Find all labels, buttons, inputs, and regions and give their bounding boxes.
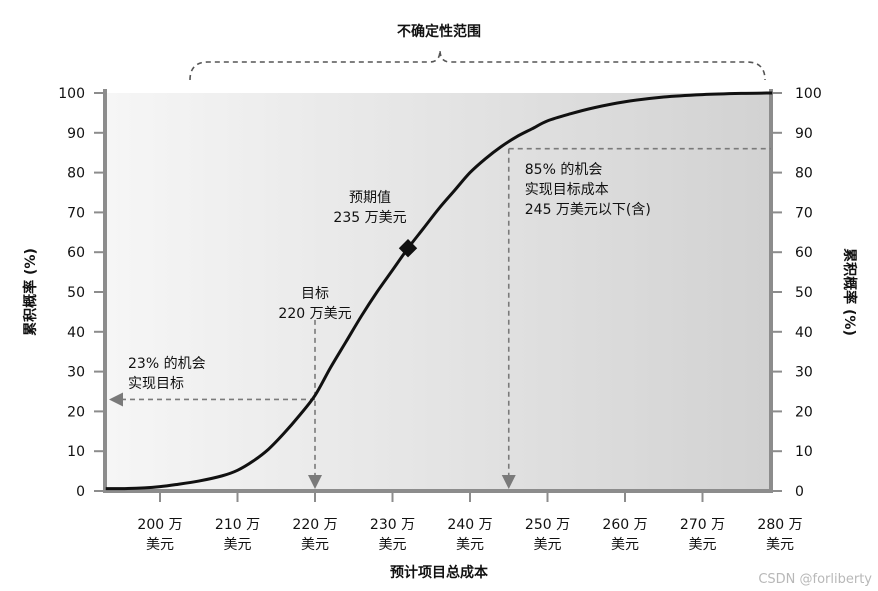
expected-value-marker <box>398 239 418 258</box>
annotation-chance23-line1: 23% 的机会 <box>128 356 206 372</box>
guide-245-arrowhead <box>501 475 516 489</box>
annotation-chance-23: 23% 的机会 实现目标 <box>128 356 206 392</box>
x-tick-label: 200 万 <box>137 517 182 533</box>
y-tick-right-label: 60 <box>795 245 813 261</box>
cumulative-s-curve <box>105 91 773 491</box>
annotation-chance85-line3: 245 万美元以下(含) <box>525 202 651 218</box>
annotation-chance85-line1: 85% 的机会 <box>525 162 603 178</box>
annotation-target-line1: 目标 <box>301 286 329 302</box>
y-tick-right-label: 50 <box>795 285 813 301</box>
axes <box>103 89 773 493</box>
x-tick-unit: 美元 <box>224 537 252 553</box>
y-tick-left-label: 100 <box>58 86 85 102</box>
annotation-expected-line2: 235 万美元 <box>333 210 406 226</box>
y-tick-right-label: 10 <box>795 444 813 460</box>
x-tick-label: 220 万 <box>292 517 337 533</box>
y-axis-right-title: 累积概率 (%) <box>841 248 858 336</box>
x-tick-label: 280 万 <box>757 517 802 533</box>
guide-target-arrowhead <box>308 475 322 489</box>
x-tick-label: 250 万 <box>525 517 570 533</box>
y-tick-right-label: 30 <box>795 365 813 381</box>
y-tick-right-label: 80 <box>795 166 813 182</box>
watermark: CSDN @forliberty <box>758 572 872 587</box>
y-tick-right-label: 20 <box>795 404 813 420</box>
x-tick-label: 210 万 <box>215 517 260 533</box>
y-tick-left-label: 90 <box>67 126 85 142</box>
annotation-chance85-line2: 实现目标成本 <box>525 182 609 198</box>
uncertainty-range-brace <box>189 49 766 81</box>
x-tick-unit: 美元 <box>689 537 717 553</box>
x-tick-unit: 美元 <box>534 537 562 553</box>
plot-area <box>105 93 771 491</box>
annotation-chance23-line2: 实现目标 <box>128 376 184 392</box>
annotation-target-line2: 220 万美元 <box>278 306 351 322</box>
x-axis-title: 预计项目总成本 <box>390 564 489 581</box>
y-tick-left-label: 70 <box>67 205 85 221</box>
x-tick-unit: 美元 <box>766 537 794 553</box>
y-tick-left-label: 40 <box>67 325 85 341</box>
y-tick-left-label: 20 <box>67 404 85 420</box>
y-tick-left-label: 80 <box>67 166 85 182</box>
dashed-guide-lines <box>109 147 771 489</box>
y-tick-left-label: 30 <box>67 365 85 381</box>
y-tick-right-label: 90 <box>795 126 813 142</box>
annotation-target: 目标 220 万美元 <box>278 286 351 322</box>
x-tick-unit: 美元 <box>379 537 407 553</box>
y-tick-right-label: 100 <box>795 86 822 102</box>
y-tick-left-label: 0 <box>76 484 85 500</box>
y-tick-left-label: 50 <box>67 285 85 301</box>
y-axis-left-ticks: 0 10 20 30 40 50 60 70 80 90 100 <box>58 86 104 500</box>
x-axis-ticks: 200 万美元 210 万美元 220 万美元 230 万美元 240 万美元 250 万… <box>137 491 803 553</box>
y-axis-left-title: 累积概率 (%) <box>22 248 39 336</box>
guide-23-arrowhead <box>109 392 123 407</box>
chart-title: 不确定性范围 <box>397 23 481 40</box>
x-tick-label: 270 万 <box>680 517 725 533</box>
x-tick-label: 230 万 <box>370 517 415 533</box>
x-tick-unit: 美元 <box>611 537 639 553</box>
annotation-expected: 预期值 235 万美元 <box>333 190 406 226</box>
x-tick-label: 240 万 <box>447 517 492 533</box>
annotation-chance-85: 85% 的机会 实现目标成本 245 万美元以下(含) <box>525 162 651 218</box>
y-tick-left-label: 10 <box>67 444 85 460</box>
y-axis-right-ticks: 0 10 20 30 40 50 60 70 80 90 100 <box>772 86 822 500</box>
y-tick-right-label: 40 <box>795 325 813 341</box>
y-tick-right-label: 70 <box>795 205 813 221</box>
x-tick-unit: 美元 <box>456 537 484 553</box>
x-tick-label: 260 万 <box>602 517 647 533</box>
x-tick-unit: 美元 <box>301 537 329 553</box>
annotation-expected-line1: 预期值 <box>349 190 391 206</box>
x-tick-unit: 美元 <box>146 537 174 553</box>
y-tick-left-label: 60 <box>67 245 85 261</box>
y-tick-right-label: 0 <box>795 484 804 500</box>
